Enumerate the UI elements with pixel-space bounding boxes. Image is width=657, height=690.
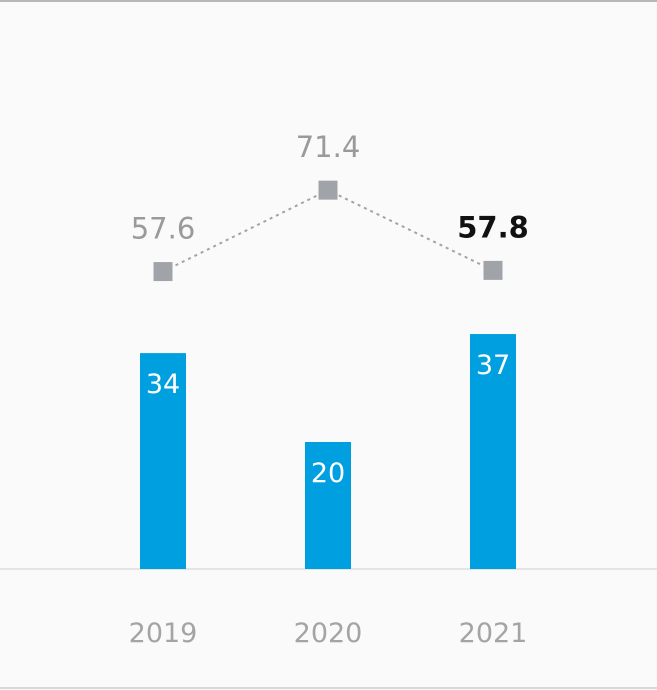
line-marker-2019 bbox=[153, 262, 173, 282]
line-series-path bbox=[162, 189, 494, 273]
bar-series: 34 20 37 bbox=[140, 334, 516, 569]
bar-2021 bbox=[470, 334, 516, 569]
line-marker-2020 bbox=[318, 180, 338, 200]
bar-2020 bbox=[305, 442, 351, 569]
line-label-2019: 57.6 bbox=[131, 212, 196, 246]
line-label-2021: 57.8 bbox=[457, 210, 529, 244]
bar-label-2019: 34 bbox=[146, 369, 180, 400]
x-tick-label-2021: 2021 bbox=[459, 618, 528, 649]
bar-2019 bbox=[140, 353, 186, 569]
x-axis-tick-labels: 2019 2020 2021 bbox=[129, 618, 528, 649]
line-marker-2021 bbox=[483, 260, 503, 280]
line-series: 57.6 71.4 57.8 bbox=[131, 130, 529, 282]
bar-label-2021: 37 bbox=[476, 350, 510, 381]
bar-label-2020: 20 bbox=[311, 458, 345, 489]
x-tick-label-2019: 2019 bbox=[129, 618, 198, 649]
x-tick-label-2020: 2020 bbox=[294, 618, 363, 649]
line-label-2020: 71.4 bbox=[296, 130, 361, 164]
